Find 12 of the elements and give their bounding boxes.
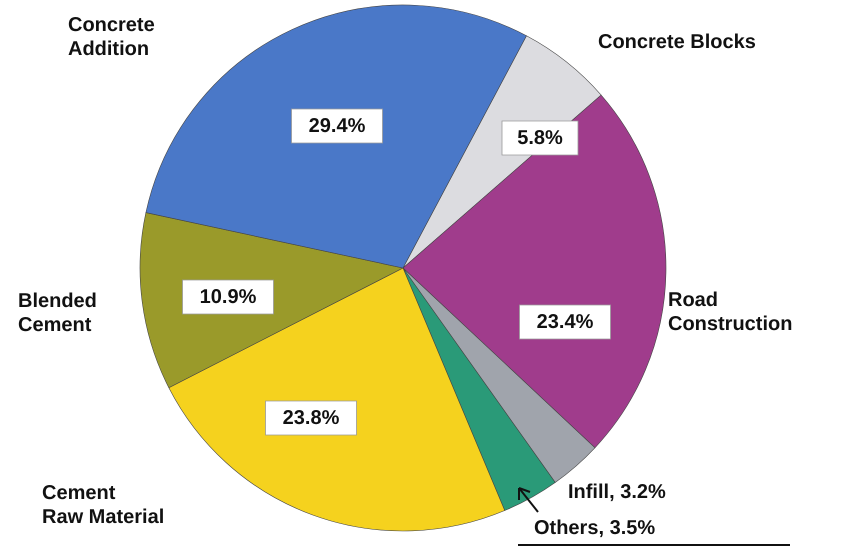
data-label: 29.4% [308, 115, 366, 137]
slice-label: Concrete Blocks [598, 31, 756, 53]
slice-label: Infill, 3.2% [568, 481, 666, 503]
slice-label: Road Construction [668, 289, 792, 335]
data-label: 5.8% [517, 127, 564, 149]
data-label: 23.4% [536, 311, 594, 333]
data-label: 23.8% [282, 407, 340, 429]
slice-label: Blended Cement [18, 290, 97, 336]
slice-label: Concrete Addition [68, 14, 155, 60]
slice-label: Others, 3.5% [534, 517, 656, 539]
slice-label: Cement Raw Material [42, 482, 164, 528]
data-label: 10.9% [200, 286, 257, 308]
